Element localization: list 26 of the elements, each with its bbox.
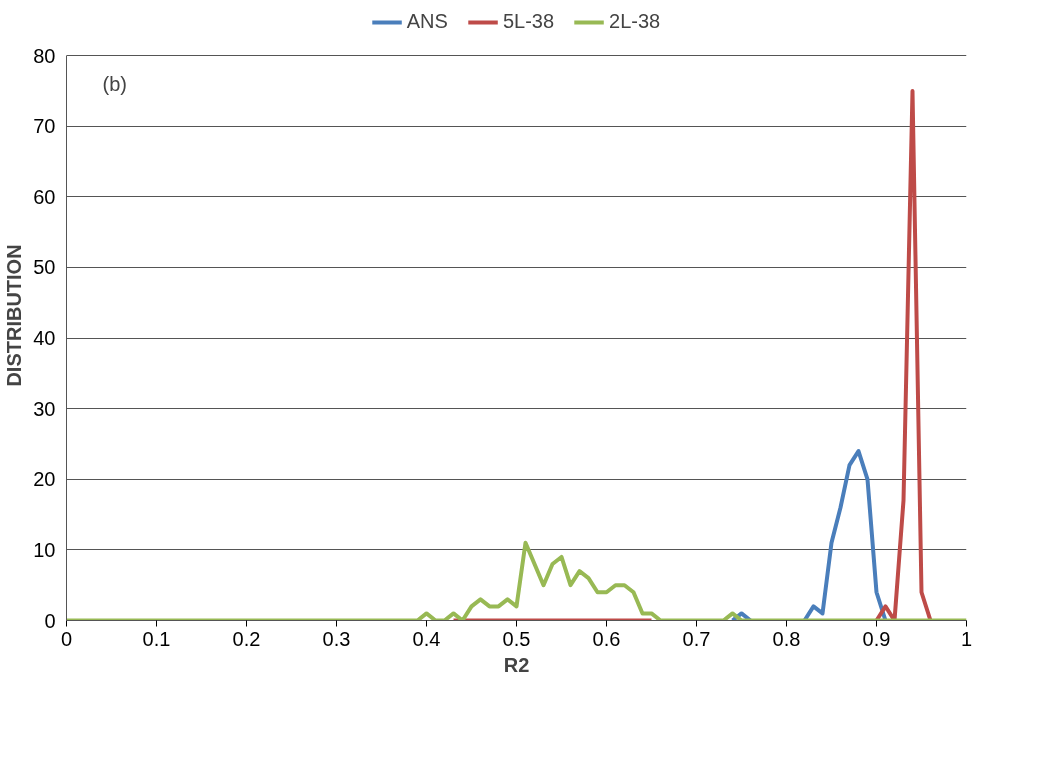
x-tick-label: 0.7 — [682, 627, 711, 650]
y-tick-label: 20 — [33, 468, 56, 491]
x-tick-label: 0.5 — [502, 627, 531, 650]
legend-label: ANS — [406, 10, 448, 33]
legend-label: 2L-38 — [609, 10, 661, 33]
x-tick-label: 0.6 — [592, 627, 621, 650]
x-tick-label: 1 — [960, 627, 973, 650]
x-tick-label: 0.8 — [772, 627, 801, 650]
y-tick-label: 0 — [44, 609, 56, 632]
x-tick-label: 0.1 — [142, 627, 171, 650]
x-tick-label: 0 — [60, 627, 73, 650]
y-tick-label: 30 — [33, 397, 56, 420]
y-tick-label: 40 — [33, 327, 56, 350]
y-tick-label: 70 — [33, 115, 56, 138]
x-axis-title: R2 — [503, 653, 530, 676]
y-tick-label: 80 — [33, 44, 56, 67]
x-tick-label: 0.4 — [412, 627, 441, 650]
x-tick-label: 0.3 — [322, 627, 351, 650]
y-tick-label: 10 — [33, 538, 56, 561]
y-axis-title: DISTRIBUTION — [3, 244, 26, 387]
x-tick-label: 0.9 — [862, 627, 891, 650]
annotation: (b) — [102, 72, 127, 95]
y-tick-label: 60 — [33, 185, 56, 208]
legend-label: 5L-38 — [502, 10, 555, 33]
y-tick-label: 50 — [33, 256, 56, 279]
x-tick-label: 0.2 — [232, 627, 261, 650]
